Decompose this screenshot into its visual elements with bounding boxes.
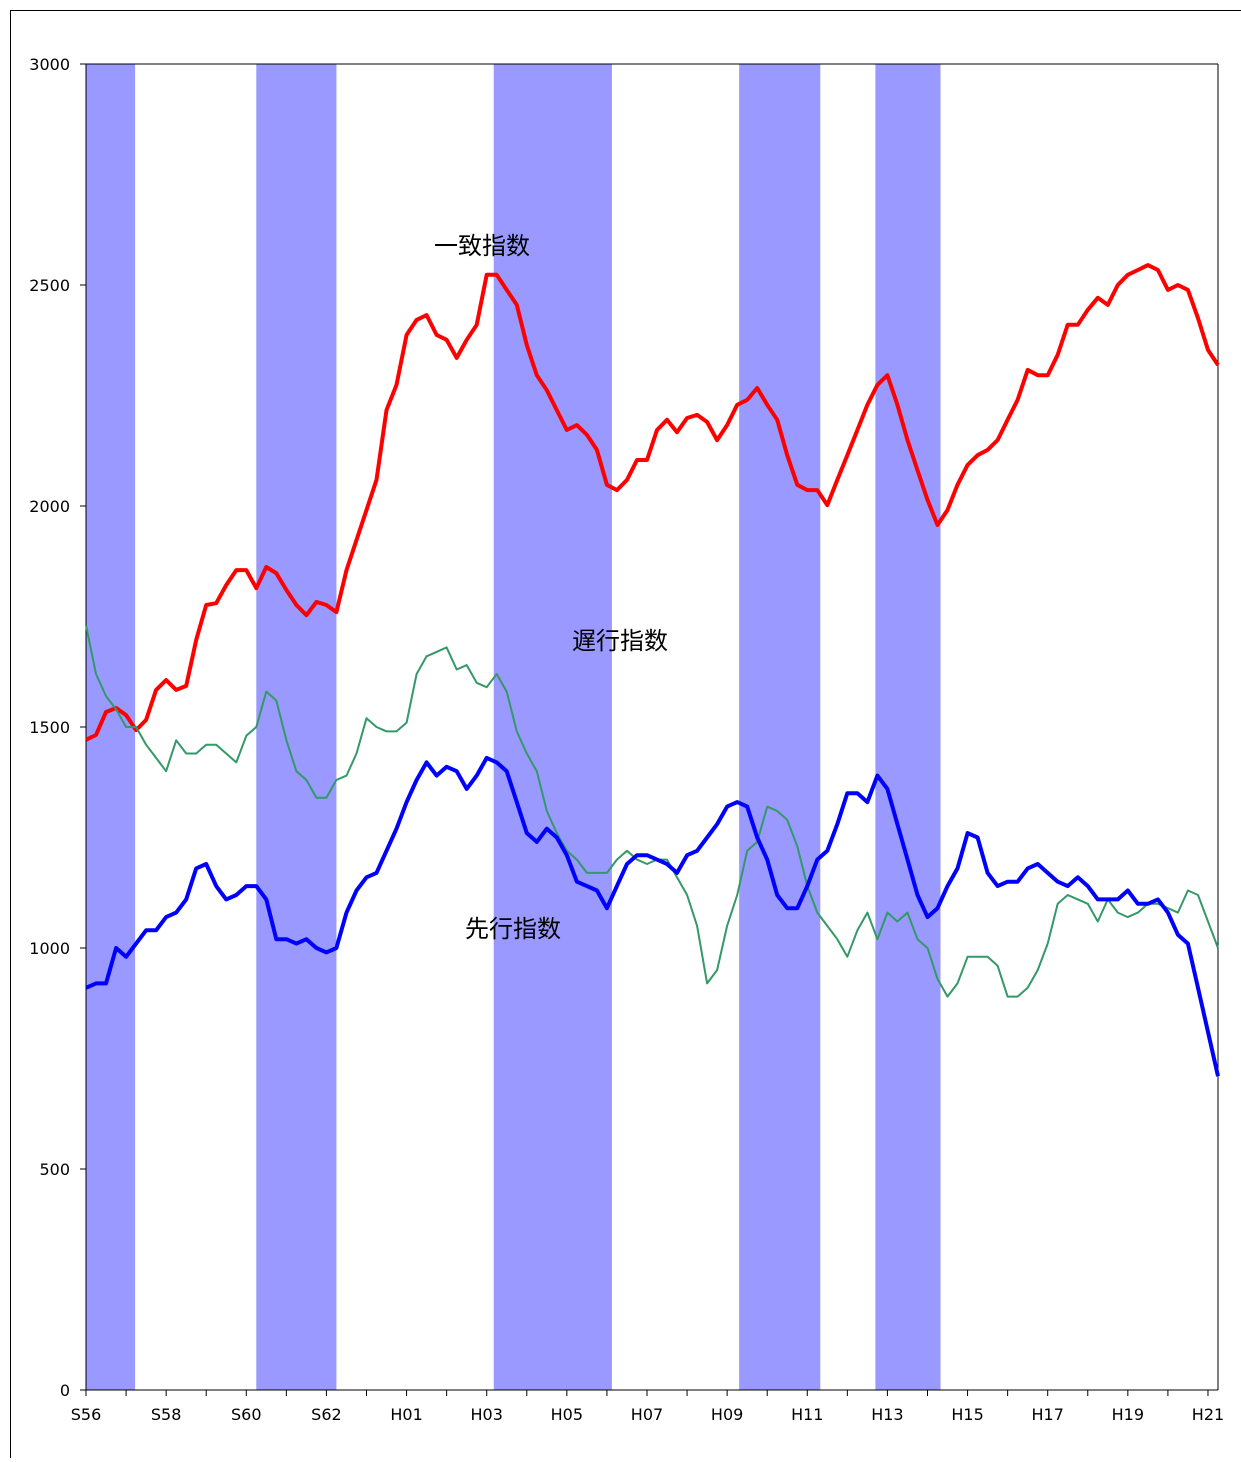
series-label: 遅行指数 [572,627,668,655]
series-line [86,265,1218,740]
y-tick-label: 0 [60,1381,70,1400]
series-label: 先行指数 [465,915,561,943]
x-tick-label: H09 [711,1405,743,1424]
chart-frame [11,11,1241,1459]
series-label: 一致指数 [434,232,530,260]
x-tick-label: H21 [1192,1405,1224,1424]
series-line [86,758,1218,1076]
recession-band [256,64,336,1390]
y-tick-label: 500 [39,1160,70,1179]
recession-band [739,64,820,1390]
x-tick-label: H15 [951,1405,983,1424]
x-tick-label: S62 [311,1405,342,1424]
y-tick-label: 3000 [29,55,70,74]
x-tick-label: H03 [471,1405,503,1424]
x-tick-label: H01 [390,1405,422,1424]
x-tick-label: S60 [231,1405,262,1424]
y-tick-label: 2000 [29,497,70,516]
x-tick-label: H17 [1032,1405,1064,1424]
x-tick-label: H07 [631,1405,663,1424]
x-tick-label: H11 [791,1405,823,1424]
y-tick-label: 1500 [29,718,70,737]
x-tick-label: S56 [71,1405,102,1424]
series-line [86,625,1218,996]
y-tick-label: 1000 [29,939,70,958]
x-tick-label: H13 [871,1405,903,1424]
x-tick-label: S58 [151,1405,182,1424]
x-tick-label: H05 [551,1405,583,1424]
x-tick-label: H19 [1112,1405,1144,1424]
recession-band [875,64,940,1390]
y-tick-label: 2500 [29,276,70,295]
recession-band [494,64,612,1390]
